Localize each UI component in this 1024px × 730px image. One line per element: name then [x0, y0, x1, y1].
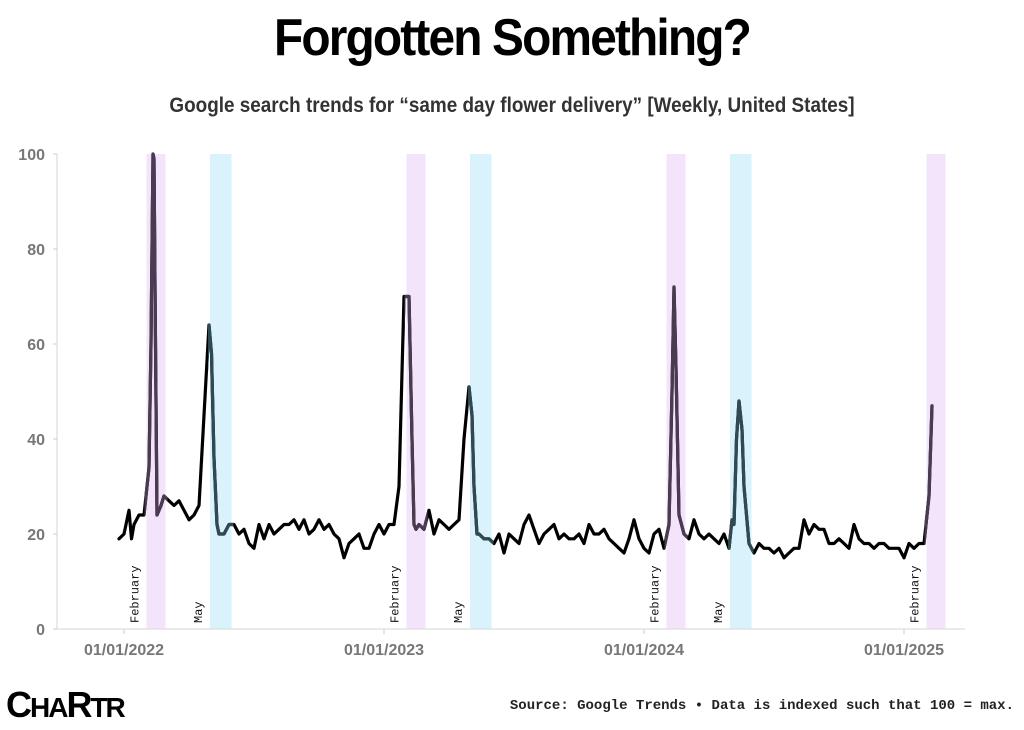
y-tick-label-60: 60 — [27, 337, 45, 354]
series-line-highlight-0 — [144, 152, 168, 517]
y-tick-label-20: 20 — [27, 527, 45, 544]
series-line-highlight-3 — [468, 385, 494, 546]
y-tick-label-0: 0 — [36, 622, 45, 639]
x-tick-label-01/01/2025: 01/01/2025 — [864, 642, 944, 659]
february-label-4: February — [649, 565, 663, 623]
x-tick-label-01/01/2024: 01/01/2024 — [604, 642, 684, 659]
may-band-3 — [470, 154, 492, 629]
may-band-5 — [730, 154, 752, 629]
y-tick-label-40: 40 — [27, 432, 45, 449]
source-note: Source: Google Trends • Data is indexed … — [509, 698, 1014, 714]
february-label-2: February — [389, 565, 403, 623]
may-label-3: May — [452, 601, 466, 623]
series-line-highlight-1 — [208, 323, 234, 536]
chart-plot: February May February May February May Februar… — [18, 147, 965, 659]
trend-line — [117, 152, 934, 560]
series-line-highlight-6 — [924, 404, 934, 546]
february-label-0: February — [129, 565, 143, 623]
series-line-highlight-5 — [728, 399, 754, 555]
series-line-highlight-4 — [664, 285, 688, 550]
chartr-logo: CHARTR — [6, 684, 126, 725]
february-band-6 — [926, 154, 946, 629]
x-tick-label-01/01/2023: 01/01/2023 — [344, 642, 424, 659]
y-tick-label-80: 80 — [27, 242, 45, 259]
axes — [53, 153, 965, 634]
may-label-1: May — [192, 601, 206, 623]
x-tick-label-01/01/2022: 01/01/2022 — [84, 642, 164, 659]
y-tick-label-100: 100 — [18, 147, 45, 164]
may-label-5: May — [712, 601, 726, 623]
chart-title: Forgotten Something? — [273, 9, 752, 67]
chart-subtitle: Google search trends for “same day flowe… — [169, 94, 855, 117]
highlight-bands — [146, 154, 946, 629]
series-line — [117, 152, 934, 560]
february-label-6: February — [909, 565, 923, 623]
february-band-2 — [406, 154, 426, 629]
axis-labels: February May February May February May Februar… — [18, 147, 944, 659]
series-line-highlight-2 — [404, 294, 428, 531]
